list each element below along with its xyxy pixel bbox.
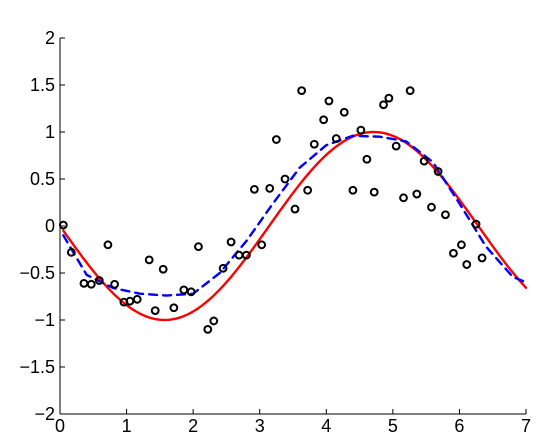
scatter-point — [379, 100, 388, 110]
x-tick-label: 6 — [454, 416, 464, 436]
scatter-point — [186, 287, 196, 297]
scatter-point — [477, 253, 487, 263]
true-curve-line — [62, 130, 528, 322]
scatter-point — [441, 210, 450, 220]
scatter-point — [309, 139, 319, 149]
scatter-point — [290, 204, 300, 214]
scatter-point — [94, 276, 104, 285]
scatter-point — [412, 189, 422, 199]
y-tick-label: −1.5 — [19, 357, 55, 377]
scatter-point — [226, 237, 236, 247]
scatter-point — [324, 96, 334, 106]
scatter-point — [399, 193, 408, 203]
y-tick-label: 0 — [45, 216, 55, 236]
scatter-point — [242, 250, 251, 260]
scatter-point — [303, 185, 313, 195]
scatter-point — [419, 156, 429, 166]
y-tick-label: 1 — [45, 122, 55, 142]
x-tick-label: 1 — [122, 416, 132, 436]
scatter-point — [86, 279, 96, 289]
scatter-point — [79, 278, 89, 288]
scatter-point — [209, 316, 219, 326]
scatter-point — [297, 86, 307, 96]
scatter-point — [265, 184, 275, 193]
scatter-point — [391, 141, 401, 151]
scatter-point — [218, 263, 228, 273]
scatter-point — [331, 134, 341, 143]
scatter-point — [471, 219, 481, 229]
y-tick-label: 0.5 — [30, 169, 55, 189]
x-tick-label: 3 — [255, 416, 265, 436]
scatter-point — [103, 240, 113, 250]
y-tick-label: −2 — [34, 404, 55, 424]
scatter-point — [179, 285, 189, 295]
fit-line-dashed — [62, 134, 528, 297]
scatter-point — [144, 255, 154, 265]
scatter-point — [271, 135, 281, 144]
scatter-point — [362, 154, 372, 164]
scatter-point — [110, 279, 119, 289]
scatter-point — [150, 306, 160, 316]
y-tick-label: −0.5 — [19, 263, 55, 283]
scatter-point — [194, 242, 203, 252]
scatter-point — [462, 260, 472, 269]
x-tick-label: 0 — [55, 416, 65, 436]
scatter-point — [356, 125, 366, 135]
scatter-point — [158, 264, 168, 274]
scatter-point — [339, 107, 349, 117]
scatter-point — [369, 187, 379, 197]
scatter-point — [457, 240, 466, 250]
y-tick-label: −1 — [34, 310, 55, 330]
scatter-point — [433, 167, 443, 176]
scatter-point — [132, 294, 142, 304]
x-tick-label: 4 — [321, 416, 331, 436]
scatter-point — [319, 115, 329, 125]
scatter-point — [169, 303, 179, 313]
scatter-point — [449, 248, 458, 258]
scatter-point — [405, 86, 415, 96]
scatter-point — [234, 250, 244, 260]
scatter-point — [58, 220, 68, 230]
scatter-point — [203, 325, 213, 334]
y-tick-label: 2 — [45, 28, 55, 48]
scatter-point — [384, 93, 394, 103]
scatter-point — [427, 202, 436, 212]
x-tick-label: 2 — [188, 416, 198, 436]
x-tick-label: 7 — [521, 416, 531, 436]
scatter-point — [257, 240, 267, 250]
x-tick-label: 5 — [388, 416, 398, 436]
scatter-point — [249, 184, 259, 194]
y-tick-label: 1.5 — [30, 75, 55, 95]
scatter-point — [348, 185, 358, 195]
scatter-point — [280, 174, 290, 184]
scatter-point — [66, 247, 76, 257]
